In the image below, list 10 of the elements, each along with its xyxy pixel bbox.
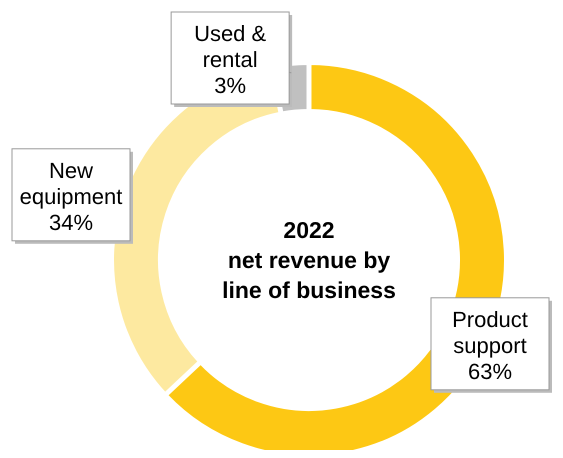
data-label: 3%: [214, 73, 246, 98]
label-callout: Product support 63%: [430, 297, 552, 393]
label-callout: Used & rental 3%: [170, 12, 292, 107]
slice-label: Product support: [452, 306, 528, 358]
slice-label: New equipment: [20, 158, 122, 209]
label-callout: New equipment 34%: [12, 148, 133, 244]
slice-label: Used & rental: [194, 21, 267, 72]
data-label: 34%: [48, 210, 94, 235]
text: 2022 net revenue by line of business: [222, 217, 396, 303]
data-label: 63%: [468, 358, 512, 384]
